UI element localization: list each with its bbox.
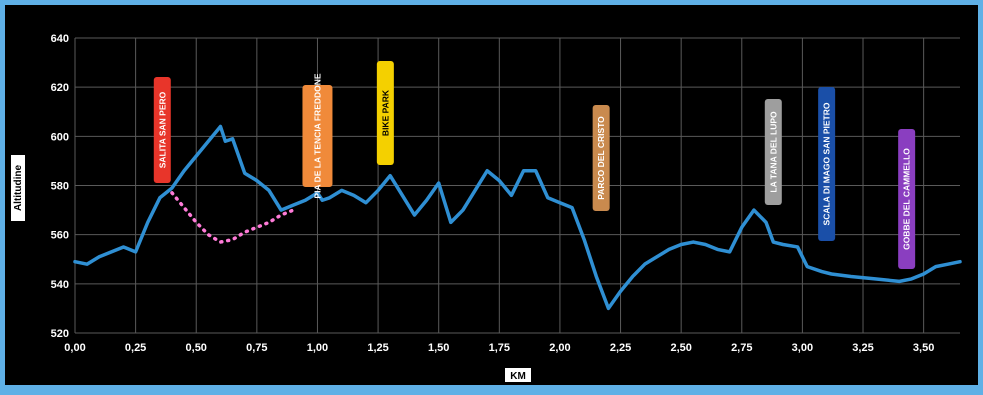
landmark-label: PARCO DEL CRISTO — [593, 105, 610, 211]
landmark-label: PIA DE LA TENCIA FREDDONE — [302, 73, 332, 198]
y-tick-label: 600 — [51, 131, 69, 143]
x-tick-label: 1,75 — [489, 342, 510, 354]
x-tick-label: 3,25 — [852, 342, 873, 354]
landmark-label: BIKE PARK — [377, 61, 394, 165]
y-tick-label: 580 — [51, 181, 69, 193]
landmark-label-text: GOBBE DEL CAMMELLO — [902, 148, 912, 250]
y-tick-label: 620 — [51, 82, 69, 94]
x-tick-label: 0,75 — [246, 342, 267, 354]
x-tick-label: 2,50 — [670, 342, 691, 354]
altitude-profile-chart: 520 540 560 580 600 620 640 0,00 0,25 0,50 0,75 1,… — [5, 5, 983, 395]
y-axis-title-text: Altitudine — [13, 165, 24, 212]
y-axis-title: Altitudine — [11, 155, 25, 221]
x-tick-label: 2,75 — [731, 342, 752, 354]
landmark-label-text: PIA DE LA TENCIA FREDDONE — [312, 73, 322, 198]
x-tick-label: 0,50 — [186, 342, 207, 354]
x-tick-label: 0,25 — [125, 342, 146, 354]
x-tick-label: 1,50 — [428, 342, 449, 354]
x-tick-label: 1,00 — [307, 342, 328, 354]
y-tick-label: 520 — [51, 328, 69, 340]
x-tick-label: 3,50 — [913, 342, 934, 354]
landmark-label-text: SALITA SAN PERO — [157, 91, 167, 168]
y-tick-label: 640 — [51, 33, 69, 45]
x-axis-title: KM — [505, 368, 531, 382]
landmark-label: SALITA SAN PERO — [154, 77, 171, 183]
x-tick-label: 0,00 — [64, 342, 85, 354]
landmark-label-text: PARCO DEL CRISTO — [596, 116, 606, 200]
landmark-label: LA TANA DEL LUPO — [765, 99, 782, 205]
y-tick-label: 540 — [51, 279, 69, 291]
x-tick-label: 3,00 — [792, 342, 813, 354]
x-tick-label: 2,25 — [610, 342, 631, 354]
landmark-label-text: BIKE PARK — [380, 89, 390, 136]
x-tick-label: 2,00 — [549, 342, 570, 354]
landmark-label: GOBBE DEL CAMMELLO — [898, 129, 915, 269]
x-axis-title-text: KM — [510, 371, 526, 382]
landmark-label-text: LA TANA DEL LUPO — [768, 111, 778, 193]
landmark-label-text: SCALA DI MAGO SAN PIETRO — [822, 102, 832, 225]
x-tick-label: 1,25 — [367, 342, 388, 354]
landmark-label: SCALA DI MAGO SAN PIETRO — [818, 87, 835, 241]
y-tick-label: 560 — [51, 230, 69, 242]
